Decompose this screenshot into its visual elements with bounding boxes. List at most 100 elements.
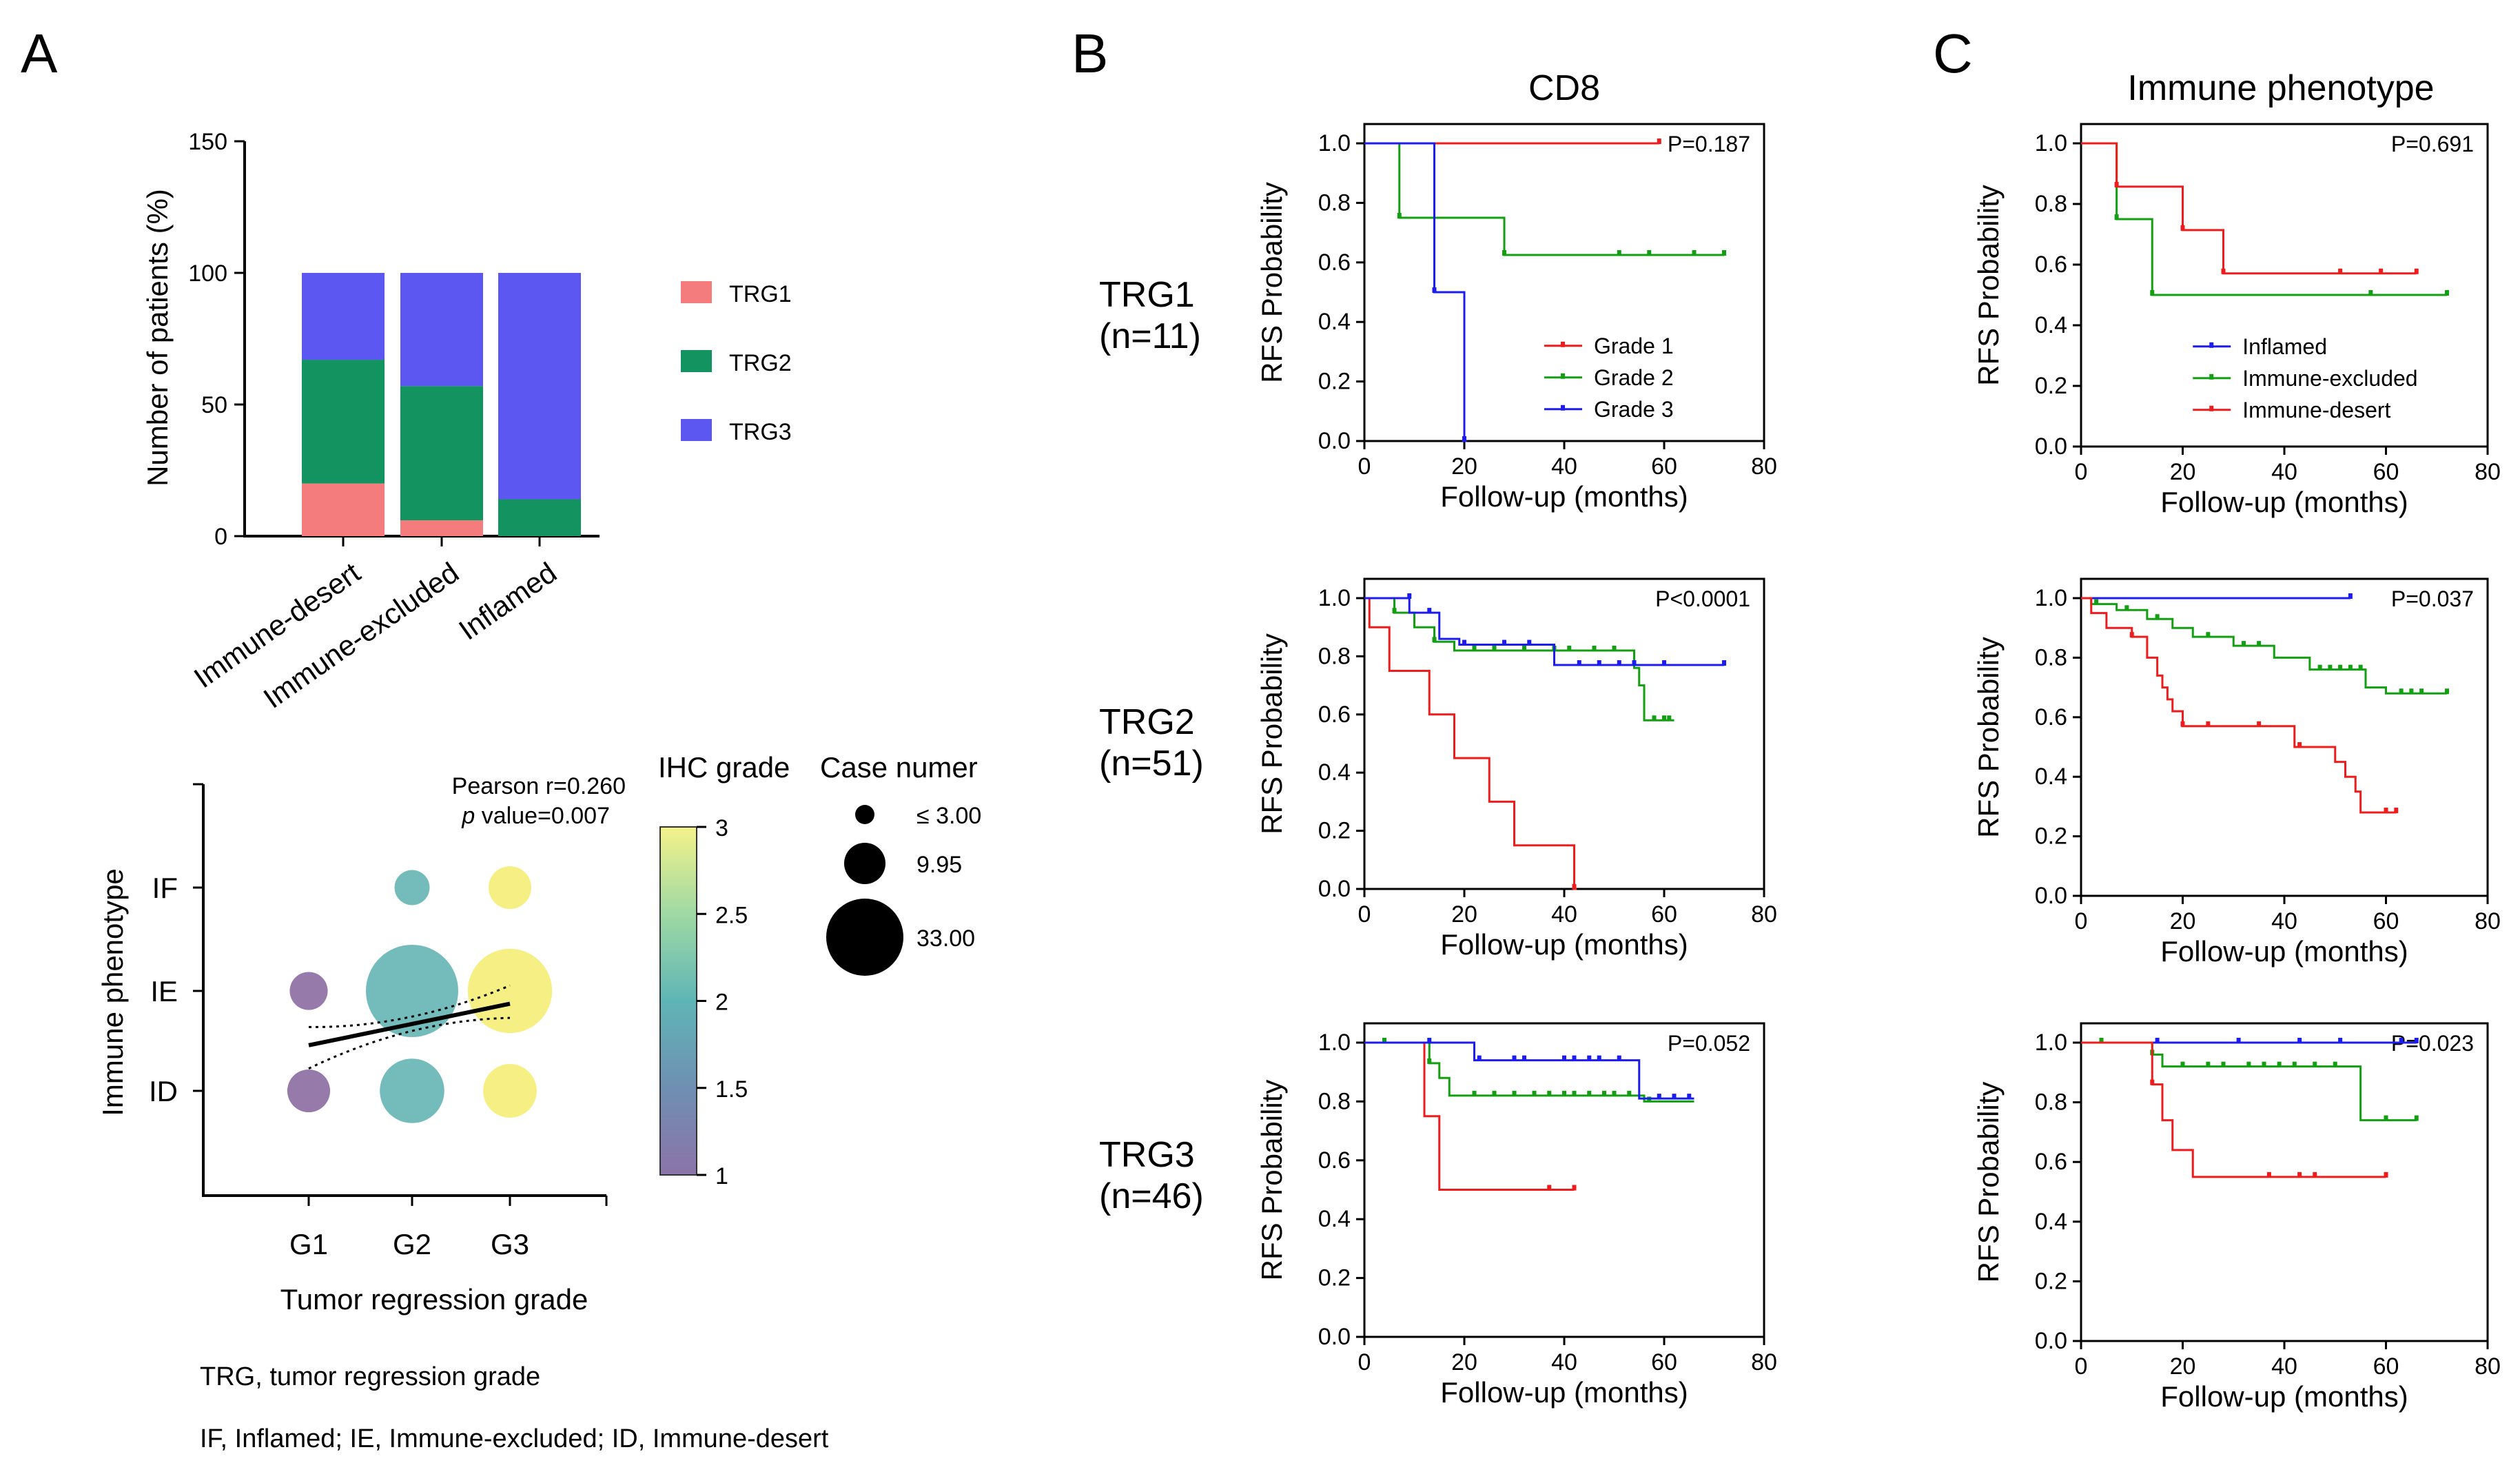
bar-ytick-label: 150 [188,129,227,155]
km-ytick-label: 0.2 [1318,1265,1351,1291]
km-xtick-label: 60 [2373,908,2399,934]
bar-ytick-label: 0 [214,524,227,550]
panel-label-a: A [21,23,58,84]
pearson-p: p value=0.007 [461,803,610,829]
row-label-trg3-n: (n=46) [1099,1176,1204,1216]
km-x-label: Follow-up (months) [2160,935,2408,968]
column-title-cd8: CD8 [1528,68,1600,108]
bubble-x-label: Tumor regression grade [280,1283,588,1316]
km-xtick-label: 40 [2271,908,2297,934]
km-xtick-label: 80 [1751,1349,1777,1375]
bubble-G1-ID [287,1069,331,1113]
km-curve-grade-2 [1364,142,1724,256]
km-pvalue: P=0.691 [2391,132,2474,156]
colorbar-tick-label: 1.5 [715,1076,748,1103]
colorbar-tick-label: 1 [715,1163,728,1189]
km-y-label: RFS Probability [1972,185,2005,386]
bubble-G3-IF [488,866,532,910]
km-xtick-label: 40 [2271,1353,2297,1380]
bar-segment-trg2 [400,386,483,521]
km-ytick-label: 0.0 [2035,433,2067,460]
bar-ytick-label: 50 [201,392,227,418]
km-xtick-label: 60 [1651,1349,1677,1375]
km-xtick-label: 40 [1551,453,1577,480]
km-ytick-label: 0.6 [2035,704,2067,730]
bar-segment-trg2 [498,499,581,536]
km-xtick-label: 20 [1451,901,1477,928]
size-legend-circle [844,843,885,884]
bubble-G2-IF [394,870,430,905]
km-ytick-label: 0.8 [1318,643,1351,669]
bar-ytick-label: 100 [188,260,227,287]
km-pvalue: P<0.0001 [1655,586,1750,611]
km-xtick-label: 20 [1451,1349,1477,1375]
km-xtick-label: 20 [2170,908,2196,934]
km-xtick-label: 60 [2373,459,2399,485]
bubble-G2-ID [380,1058,444,1123]
km-xtick-label: 40 [1551,1349,1577,1375]
km-curve-grade-2 [1364,1041,1694,1103]
km-frame [2080,1022,2489,1342]
legend-swatch-trg2 [681,350,712,372]
km-ytick-label: 1.0 [1318,1030,1351,1056]
km-xtick-label: 0 [1358,901,1371,928]
km-legend-label: Inflamed [2242,334,2327,359]
km-ytick-label: 0.0 [2035,883,2067,909]
km-curve-immune-desert [2081,1041,2386,1178]
km-ytick-label: 0.6 [1318,249,1351,276]
km-ytick-label: 1.0 [2035,130,2067,156]
km-curve-immune-desert [2081,597,2397,814]
panel-label-b: B [1072,23,1108,84]
km-xtick-label: 40 [2271,459,2297,485]
km-ytick-label: 1.0 [1318,130,1351,156]
km-ytick-label: 0.0 [1318,1324,1351,1350]
km-curve-grade-3 [1364,142,1467,442]
bubble-G3-ID [483,1064,537,1118]
km-legend-label: Immune-excluded [2242,366,2417,391]
km-x-label: Follow-up (months) [1440,1376,1688,1409]
legend-swatch-trg3 [681,419,712,441]
km-pvalue: P=0.187 [1668,132,1750,156]
km-legend-label: Grade 3 [1594,397,1674,422]
bubble-xtick-label: G3 [491,1228,529,1260]
km-ytick-label: 0.4 [2035,1209,2067,1235]
size-legend-title: Case numer [820,751,978,784]
km-ytick-label: 0.4 [1318,759,1351,786]
bar-segment-trg1 [302,483,385,536]
footnote-trg: TRG, tumor regression grade [200,1362,540,1391]
row-label-trg1: TRG1 [1099,275,1195,315]
km-plot-b2: 0.0 0.2 0.4 0.6 0.8 1.0 0 20 40 60 80 Follow-up (mo… [1256,577,1777,961]
bubble-G3-IE [467,948,553,1034]
bubble-ytick-label: IE [150,975,178,1007]
km-x-label: Follow-up (months) [2160,486,2408,518]
size-legend-circle [826,899,903,976]
km-xtick-label: 0 [1358,453,1371,480]
km-xtick-label: 0 [2075,908,2088,934]
legend-label-trg3: TRG3 [729,419,792,445]
km-curve-grade-2 [1364,597,1674,721]
km-y-label: RFS Probability [1256,1080,1288,1281]
fit-line [308,1001,511,1047]
colorbar-tick-label: 2 [715,990,728,1016]
km-xtick-label: 20 [1451,453,1477,480]
km-frame [2080,577,2489,897]
size-legend-label: ≤ 3.00 [916,803,981,829]
km-xtick-label: 80 [1751,901,1777,928]
km-xtick-label: 80 [2475,1353,2501,1380]
km-curve-immune-desert [2081,142,2417,275]
bubble-G1-IE [289,972,328,1010]
km-curve-grade-1 [1364,597,1577,890]
km-curve-immune-excluded [2081,142,2447,296]
km-ytick-label: 0.0 [2035,1328,2067,1354]
km-ytick-label: 0.6 [1318,702,1351,728]
column-title-immune: Immune phenotype [2127,68,2434,108]
bar-segment-trg2 [302,360,385,484]
km-xtick-label: 60 [2373,1353,2399,1380]
km-ytick-label: 0.8 [1318,190,1351,216]
km-ytick-label: 0.4 [1318,309,1351,335]
km-frame [1363,577,1765,890]
bubble-xtick-label: G1 [289,1228,328,1260]
km-ytick-label: 0.2 [1318,369,1351,395]
km-legend-label: Immune-desert [2242,398,2390,422]
